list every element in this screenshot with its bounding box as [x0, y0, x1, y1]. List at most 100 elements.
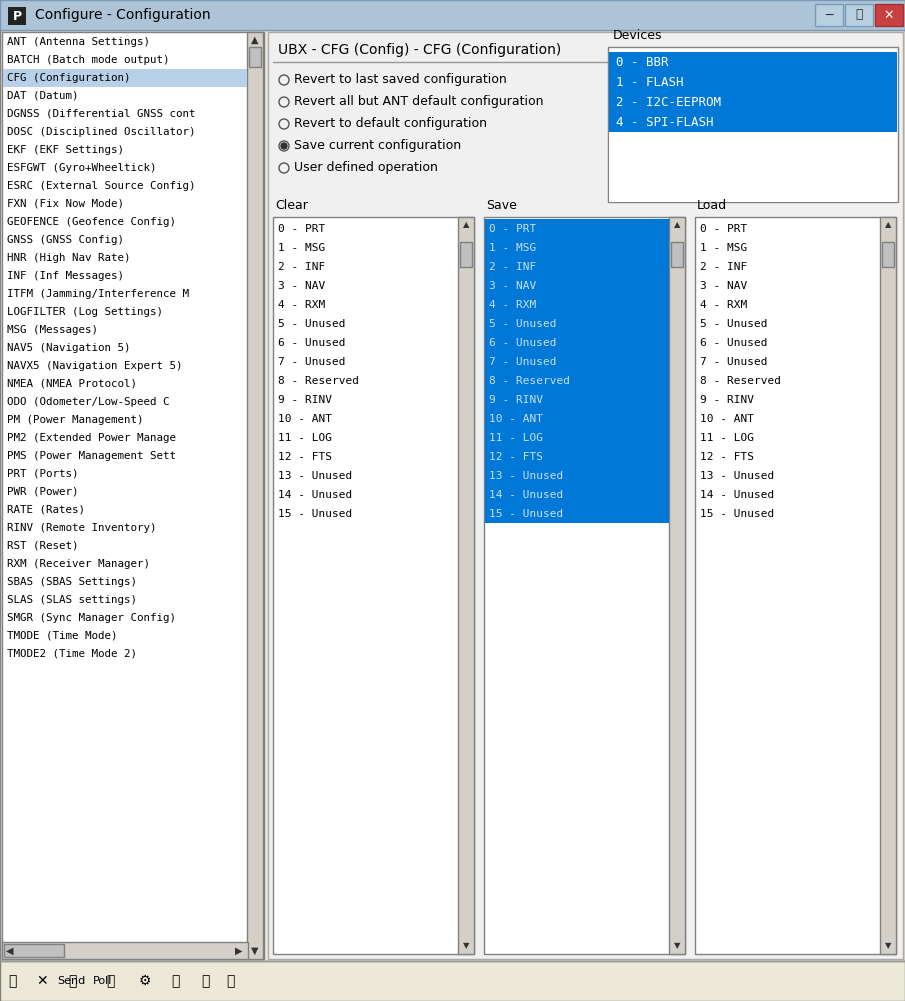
- Text: 1 - MSG: 1 - MSG: [278, 243, 325, 253]
- Text: Load: Load: [697, 199, 727, 212]
- Text: 14 - Unused: 14 - Unused: [700, 490, 775, 500]
- Bar: [845, 4, 873, 26]
- Text: Revert to last saved configuration: Revert to last saved configuration: [294, 73, 507, 86]
- Text: NAV5 (Navigation 5): NAV5 (Navigation 5): [7, 343, 130, 353]
- Text: 2 - INF: 2 - INF: [489, 262, 537, 272]
- Text: PWR (Power): PWR (Power): [7, 487, 79, 497]
- Text: ▲: ▲: [252, 35, 259, 45]
- Text: HNR (High Nav Rate): HNR (High Nav Rate): [7, 253, 130, 263]
- Text: 6 - Unused: 6 - Unused: [489, 338, 557, 348]
- Text: P: P: [13, 9, 22, 22]
- Text: 3 - NAV: 3 - NAV: [489, 281, 537, 291]
- Bar: [268, 32, 903, 959]
- Text: 1 - MSG: 1 - MSG: [700, 243, 748, 253]
- Text: PRT (Ports): PRT (Ports): [7, 469, 79, 479]
- Text: ◀: ◀: [6, 946, 14, 956]
- Text: 11 - LOG: 11 - LOG: [278, 433, 332, 443]
- Text: ITFM (Jamming/Interference M: ITFM (Jamming/Interference M: [7, 289, 189, 299]
- Bar: [485, 352, 669, 371]
- Text: 14 - Unused: 14 - Unused: [489, 490, 563, 500]
- Bar: [247, 32, 263, 959]
- Bar: [609, 92, 897, 112]
- Bar: [815, 4, 843, 26]
- Bar: [485, 314, 669, 333]
- Text: INF (Inf Messages): INF (Inf Messages): [7, 271, 124, 281]
- Text: UBX - CFG (Config) - CFG (Configuration): UBX - CFG (Config) - CFG (Configuration): [278, 43, 561, 57]
- Text: SBAS (SBAS Settings): SBAS (SBAS Settings): [7, 577, 137, 587]
- Text: 5 - Unused: 5 - Unused: [489, 319, 557, 329]
- Text: NAVX5 (Navigation Expert 5): NAVX5 (Navigation Expert 5): [7, 361, 183, 371]
- Text: Revert to default configuration: Revert to default configuration: [294, 117, 487, 130]
- Bar: [458, 217, 474, 954]
- Bar: [249, 47, 261, 67]
- Text: 8 - Reserved: 8 - Reserved: [489, 376, 570, 386]
- Bar: [4, 944, 64, 957]
- Bar: [880, 217, 896, 954]
- Text: 13 - Unused: 13 - Unused: [700, 471, 775, 481]
- Bar: [485, 257, 669, 276]
- Text: 13 - Unused: 13 - Unused: [278, 471, 352, 481]
- Bar: [0, 961, 905, 1001]
- Text: 15 - Unused: 15 - Unused: [489, 509, 563, 519]
- Text: 5 - Unused: 5 - Unused: [700, 319, 767, 329]
- Text: Poll: Poll: [93, 976, 112, 986]
- Text: Configure - Configuration: Configure - Configuration: [35, 8, 211, 22]
- Text: 📁: 📁: [226, 974, 234, 988]
- Text: 📄: 📄: [201, 974, 209, 988]
- Bar: [460, 242, 472, 267]
- Text: Save current configuration: Save current configuration: [294, 139, 462, 152]
- Text: 1 - MSG: 1 - MSG: [489, 243, 537, 253]
- Text: ▶: ▶: [235, 946, 243, 956]
- Text: 11 - LOG: 11 - LOG: [700, 433, 754, 443]
- Bar: [485, 371, 669, 390]
- Text: 10 - ANT: 10 - ANT: [489, 414, 543, 424]
- Bar: [485, 276, 669, 295]
- Text: 1 - FLASH: 1 - FLASH: [616, 75, 683, 88]
- Text: LOGFILTER (Log Settings): LOGFILTER (Log Settings): [7, 307, 163, 317]
- Text: Revert all but ANT default configuration: Revert all but ANT default configuration: [294, 95, 544, 108]
- Bar: [485, 295, 669, 314]
- Text: 7 - Unused: 7 - Unused: [489, 357, 557, 367]
- Text: BATCH (Batch mode output): BATCH (Batch mode output): [7, 55, 169, 65]
- Text: 7 - Unused: 7 - Unused: [278, 357, 346, 367]
- Text: RATE (Rates): RATE (Rates): [7, 505, 85, 515]
- Text: ▼: ▼: [885, 942, 891, 951]
- Bar: [3, 69, 247, 87]
- Text: 🔒: 🔒: [8, 974, 16, 988]
- Text: 10 - ANT: 10 - ANT: [700, 414, 754, 424]
- Text: ODO (Odometer/Low-Speed C: ODO (Odometer/Low-Speed C: [7, 397, 169, 407]
- Text: ▲: ▲: [673, 220, 681, 229]
- Text: SMGR (Sync Manager Config): SMGR (Sync Manager Config): [7, 613, 176, 623]
- Text: TMODE2 (Time Mode 2): TMODE2 (Time Mode 2): [7, 649, 137, 659]
- Bar: [485, 485, 669, 504]
- Bar: [609, 72, 897, 92]
- Text: 0 - PRT: 0 - PRT: [700, 224, 748, 234]
- Text: 2 - I2C-EEPROM: 2 - I2C-EEPROM: [616, 95, 721, 108]
- Text: MSG (Messages): MSG (Messages): [7, 325, 98, 335]
- Text: 📡: 📡: [106, 974, 114, 988]
- Text: DOSC (Disciplined Oscillator): DOSC (Disciplined Oscillator): [7, 127, 195, 137]
- Bar: [2, 942, 248, 959]
- Bar: [609, 132, 897, 202]
- Text: GNSS (GNSS Config): GNSS (GNSS Config): [7, 235, 124, 245]
- Text: 15 - Unused: 15 - Unused: [700, 509, 775, 519]
- Text: RXM (Receiver Manager): RXM (Receiver Manager): [7, 559, 150, 569]
- Text: ESRC (External Source Config): ESRC (External Source Config): [7, 181, 195, 191]
- Text: 4 - RXM: 4 - RXM: [489, 300, 537, 310]
- Text: 📋: 📋: [68, 974, 76, 988]
- Bar: [882, 242, 894, 267]
- Text: Clear: Clear: [275, 199, 308, 212]
- Text: RINV (Remote Inventory): RINV (Remote Inventory): [7, 523, 157, 533]
- Text: 12 - FTS: 12 - FTS: [278, 452, 332, 462]
- Text: 4 - RXM: 4 - RXM: [278, 300, 325, 310]
- Text: 7 - Unused: 7 - Unused: [700, 357, 767, 367]
- Text: TMODE (Time Mode): TMODE (Time Mode): [7, 631, 118, 641]
- Text: 14 - Unused: 14 - Unused: [278, 490, 352, 500]
- Text: 9 - RINV: 9 - RINV: [489, 395, 543, 405]
- Bar: [485, 504, 669, 523]
- Text: 8 - Reserved: 8 - Reserved: [278, 376, 359, 386]
- Text: 5 - Unused: 5 - Unused: [278, 319, 346, 329]
- Bar: [671, 242, 683, 267]
- Bar: [8, 7, 26, 25]
- Text: User defined operation: User defined operation: [294, 161, 438, 174]
